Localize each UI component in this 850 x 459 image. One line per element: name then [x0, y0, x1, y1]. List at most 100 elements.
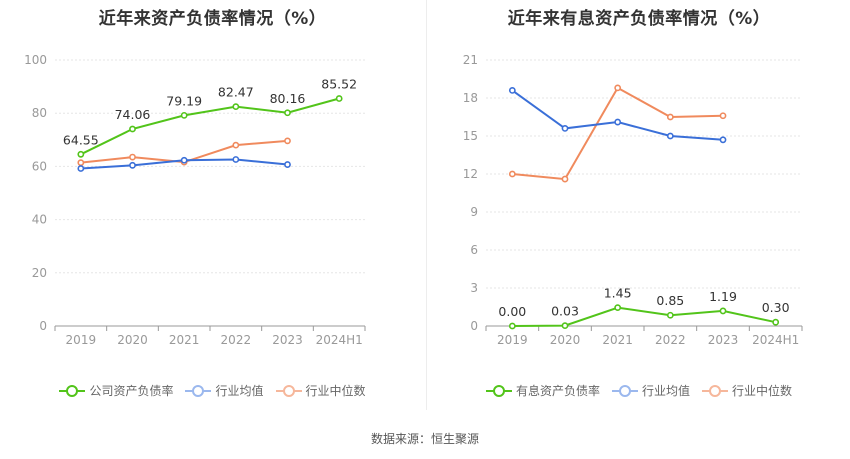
line-chart-debt-ratio: 0 20 40 60 80 100 2019 2020 2021 2022 2023 2024H1 64… — [24, 53, 366, 347]
x-tick-label: 2020 — [550, 333, 581, 347]
x-tick-label: 2024H1 — [316, 333, 363, 347]
data-point — [614, 304, 622, 312]
data-point — [129, 153, 136, 161]
data-point — [719, 112, 727, 120]
chart-title: 近年来资产负债率情况（%） — [98, 9, 327, 29]
y-tick-label: 6 — [470, 243, 478, 257]
x-tick-label: 2019 — [497, 333, 528, 347]
data-point — [180, 156, 188, 164]
data-point — [561, 124, 569, 132]
data-point — [719, 307, 727, 315]
data-label: 64.55 — [63, 132, 99, 147]
y-tick-label: 40 — [32, 213, 47, 227]
data-label: 1.45 — [604, 286, 632, 301]
data-point — [180, 111, 188, 119]
data-point — [666, 311, 674, 319]
data-point — [614, 84, 622, 92]
legend-label: 行业中位数 — [732, 384, 793, 398]
data-label: 0.00 — [498, 304, 526, 319]
legend-item-company[interactable]: 有息资产负债率 — [485, 382, 600, 399]
series-line — [80, 97, 340, 156]
y-tick-label: 80 — [32, 106, 47, 120]
x-tick-label: 2022 — [655, 333, 686, 347]
data-point — [719, 136, 727, 144]
panel-divider — [426, 0, 427, 410]
line-chart-interest-debt-ratio: 0 3 6 9 12 15 18 21 2019 2020 2021 2022 2023 2024H1 0.… — [463, 53, 803, 347]
x-tick-label: 2021 — [602, 333, 633, 347]
data-point — [284, 109, 291, 117]
legend-marker-icon — [611, 384, 638, 397]
data-label: 1.19 — [709, 289, 737, 304]
legend-item-industry-median[interactable]: 行业中位数 — [275, 382, 366, 399]
x-tick-label: 2022 — [221, 333, 252, 347]
data-label: 79.19 — [166, 93, 202, 108]
x-tick-label: 2019 — [66, 333, 97, 347]
y-tick-label: 21 — [463, 53, 478, 67]
y-tick-label: 18 — [463, 91, 478, 105]
y-tick-label: 12 — [463, 167, 478, 181]
chart-legend: 有息资产负债率 行业均值 行业中位数 — [428, 382, 850, 399]
data-point — [232, 156, 240, 163]
legend-label: 行业均值 — [641, 384, 690, 398]
legend-marker-icon — [275, 384, 302, 397]
data-point — [666, 132, 674, 140]
data-label: 0.30 — [762, 300, 790, 315]
data-point — [232, 141, 240, 149]
legend-marker-icon — [702, 384, 728, 397]
y-tick-label: 3 — [470, 281, 478, 295]
chart-title: 近年来有息资产负债率情况（%） — [507, 9, 771, 29]
data-point — [232, 103, 240, 111]
y-tick-label: 0 — [470, 319, 478, 333]
chart-panel-interest-debt-ratio: 近年来有息资产负债率情况（%） 0 3 6 9 12 15 18 21 2019 2020 2021… — [428, 0, 850, 420]
series-line — [512, 86, 724, 181]
data-point — [129, 161, 136, 169]
x-tick-label: 2023 — [272, 333, 303, 347]
x-tick-label: 2023 — [708, 333, 739, 347]
y-tick-label: 9 — [470, 205, 478, 219]
data-point — [614, 118, 622, 126]
data-label: 85.52 — [321, 77, 357, 92]
data-point — [561, 322, 569, 330]
data-point — [284, 161, 291, 168]
data-label: 74.06 — [115, 107, 151, 122]
data-point — [508, 170, 516, 178]
x-tick-label: 2024H1 — [752, 333, 799, 347]
y-tick-label: 0 — [39, 319, 47, 333]
data-point — [77, 159, 85, 167]
data-label: 0.03 — [551, 304, 579, 319]
chart-legend: 公司资产负债率 行业均值 行业中位数 — [0, 382, 425, 399]
series-line — [512, 306, 776, 327]
data-point — [284, 137, 291, 145]
data-point — [508, 322, 516, 330]
legend-item-industry-median[interactable]: 行业中位数 — [702, 382, 792, 399]
y-tick-label: 15 — [463, 129, 478, 143]
data-label: 80.16 — [270, 91, 306, 106]
legend-marker-icon — [185, 384, 212, 397]
legend-label: 公司资产负债率 — [89, 384, 174, 398]
data-point — [508, 87, 516, 94]
data-point — [77, 150, 85, 158]
x-tick-label: 2020 — [117, 333, 148, 347]
data-label: 0.85 — [656, 293, 684, 308]
legend-label: 有息资产负债率 — [515, 384, 600, 398]
legend-item-industry-mean[interactable]: 行业均值 — [185, 382, 264, 399]
data-source-footer: 数据来源：恒生聚源 — [370, 432, 479, 446]
data-point — [129, 125, 136, 133]
y-tick-label: 60 — [32, 159, 47, 173]
y-tick-label: 20 — [32, 266, 47, 280]
legend-marker-icon — [485, 384, 512, 397]
legend-label: 行业中位数 — [305, 384, 366, 398]
data-point — [666, 113, 674, 121]
chart-panel-debt-ratio: 近年来资产负债率情况（%） 0 20 40 60 80 100 2019 2020 2021 20… — [0, 0, 425, 420]
data-point — [561, 175, 569, 183]
legend-item-industry-mean[interactable]: 行业均值 — [611, 382, 690, 399]
legend-item-company[interactable]: 公司资产负债率 — [59, 382, 173, 399]
y-tick-label: 100 — [24, 53, 47, 67]
data-point — [335, 95, 343, 102]
data-label: 82.47 — [218, 85, 254, 100]
data-point — [77, 165, 85, 172]
data-point — [772, 318, 780, 326]
legend-marker-icon — [59, 384, 86, 397]
legend-label: 行业均值 — [215, 384, 264, 398]
x-tick-label: 2021 — [169, 333, 200, 347]
